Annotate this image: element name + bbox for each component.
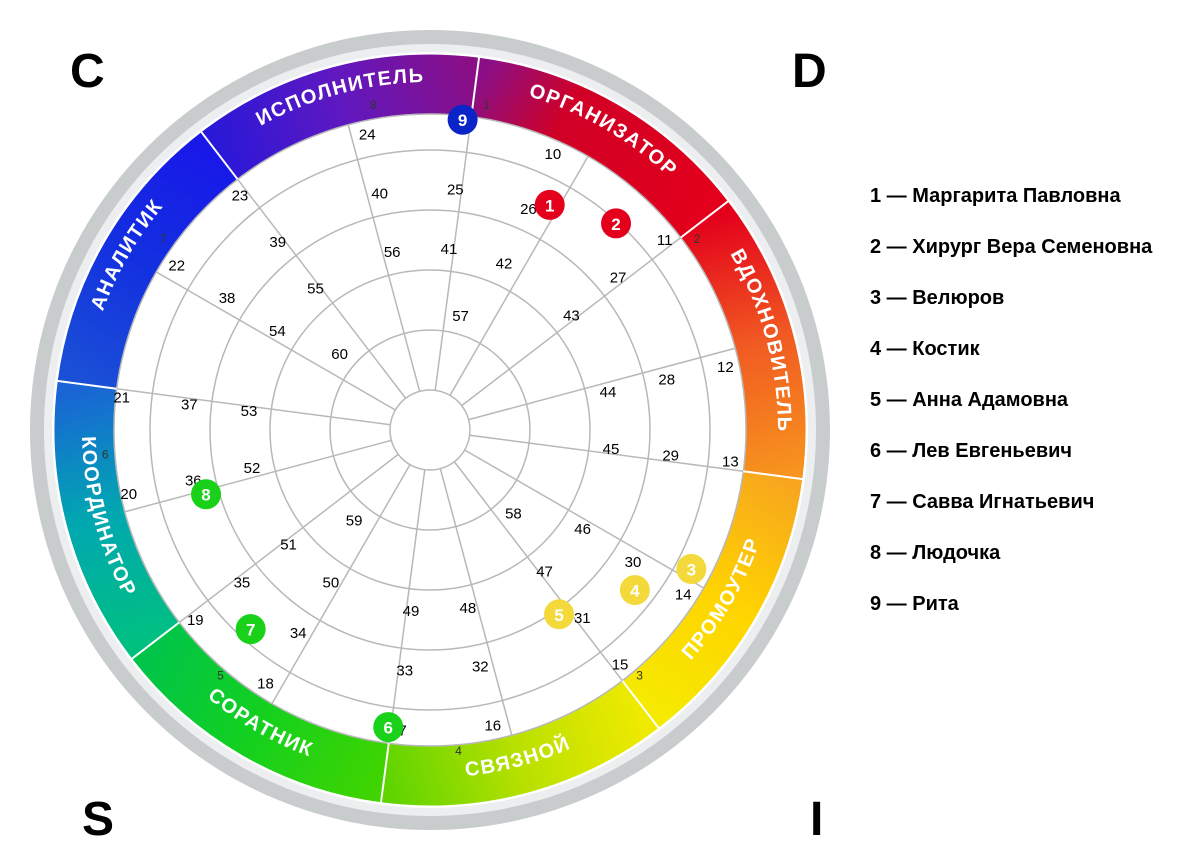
cell-42: 42: [496, 256, 513, 273]
cell-50: 50: [323, 575, 340, 592]
cell-57: 57: [452, 308, 469, 325]
cell-32: 32: [472, 659, 489, 676]
cell-54: 54: [269, 323, 286, 340]
cell-40: 40: [371, 185, 388, 202]
cell-48: 48: [459, 600, 476, 617]
marker-label-3: 3: [687, 560, 696, 579]
cell-52: 52: [244, 460, 261, 477]
cell-18: 18: [257, 675, 274, 692]
edge-num: 8: [370, 98, 377, 112]
cell-31: 31: [574, 610, 591, 627]
cell-59: 59: [346, 512, 363, 529]
corner-i: I: [810, 792, 823, 847]
cell-19: 19: [187, 612, 204, 629]
cell-49: 49: [403, 603, 420, 620]
cell-12: 12: [717, 359, 734, 376]
cell-10: 10: [544, 146, 561, 163]
cell-56: 56: [384, 244, 401, 261]
cell-43: 43: [563, 307, 580, 324]
cell-47: 47: [536, 563, 553, 580]
cell-58: 58: [505, 505, 522, 522]
legend-item: 2 — Хирург Вера Семеновна: [870, 236, 1180, 259]
marker-label-2: 2: [611, 215, 620, 234]
cell-11: 11: [657, 232, 673, 249]
edge-num: 4: [455, 744, 462, 758]
cell-44: 44: [600, 384, 617, 401]
legend-item: 4 — Костик: [870, 338, 1180, 361]
marker-label-4: 4: [630, 582, 640, 601]
cell-51: 51: [280, 537, 297, 554]
cell-21: 21: [113, 390, 130, 407]
cell-34: 34: [290, 625, 307, 642]
legend-item: 6 — Лев Евгеньевич: [870, 440, 1180, 463]
corner-s: S: [82, 792, 114, 847]
cell-14: 14: [675, 586, 692, 603]
edge-num: 5: [217, 669, 224, 683]
marker-label-1: 1: [545, 196, 554, 215]
cell-25: 25: [447, 181, 464, 198]
cell-46: 46: [574, 521, 591, 538]
corner-d: D: [792, 44, 827, 99]
cell-23: 23: [232, 187, 249, 204]
cell-13: 13: [722, 454, 739, 471]
cell-24: 24: [359, 127, 376, 144]
wheel-svg: ОРГАНИЗАТОРВДОХНОВИТЕЛЬПРОМОУТЕРСВЯЗНОЙС…: [20, 20, 840, 840]
edge-num: 1: [483, 98, 490, 112]
cell-55: 55: [307, 281, 324, 298]
cell-41: 41: [441, 241, 458, 258]
cell-26: 26: [520, 201, 537, 218]
edge-num: 6: [102, 447, 109, 461]
marker-label-8: 8: [201, 486, 210, 505]
legend-item: 7 — Савва Игнатьевич: [870, 491, 1180, 514]
marker-label-7: 7: [246, 621, 255, 640]
legend-item: 1 — Маргарита Павловна: [870, 185, 1180, 208]
legend-item: 8 — Людочка: [870, 542, 1180, 565]
marker-label-9: 9: [458, 111, 467, 130]
cell-27: 27: [610, 270, 627, 287]
cell-29: 29: [662, 447, 679, 464]
cell-38: 38: [219, 290, 236, 307]
legend-item: 3 — Велюров: [870, 287, 1180, 310]
cell-33: 33: [396, 663, 413, 680]
cell-20: 20: [120, 486, 137, 503]
legend: 1 — Маргарита Павловна 2 — Хирург Вера С…: [870, 185, 1180, 644]
cell-28: 28: [658, 372, 675, 389]
cell-60: 60: [331, 346, 348, 363]
cell-16: 16: [484, 717, 501, 734]
cell-39: 39: [269, 234, 286, 251]
stage: ОРГАНИЗАТОРВДОХНОВИТЕЛЬПРОМОУТЕРСВЯЗНОЙС…: [0, 0, 1200, 857]
cell-45: 45: [603, 441, 620, 458]
cell-30: 30: [625, 554, 642, 571]
corner-c: C: [70, 44, 105, 99]
disc-wheel: ОРГАНИЗАТОРВДОХНОВИТЕЛЬПРОМОУТЕРСВЯЗНОЙС…: [20, 20, 840, 840]
marker-label-6: 6: [384, 719, 393, 738]
edge-num: 3: [636, 669, 643, 683]
edge-num: 2: [694, 232, 701, 246]
cell-15: 15: [612, 657, 629, 674]
legend-item: 9 — Рита: [870, 593, 1180, 616]
edge-num: 7: [160, 232, 167, 246]
cell-35: 35: [234, 574, 251, 591]
cell-22: 22: [168, 258, 185, 275]
marker-label-5: 5: [554, 606, 563, 625]
legend-item: 5 — Анна Адамовна: [870, 389, 1180, 412]
cell-37: 37: [181, 397, 198, 414]
cell-53: 53: [241, 403, 258, 420]
